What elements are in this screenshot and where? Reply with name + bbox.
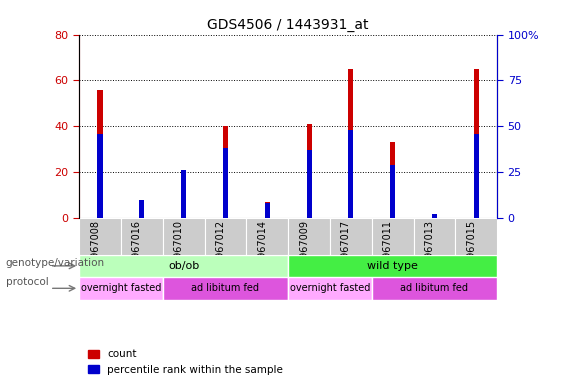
Bar	[330, 218, 372, 255]
Bar	[455, 218, 497, 255]
Bar	[432, 214, 437, 218]
Bar	[79, 277, 163, 300]
Bar	[288, 277, 372, 300]
Bar	[79, 218, 121, 255]
Bar	[390, 165, 395, 218]
Text: ad libitum fed: ad libitum fed	[401, 283, 468, 293]
Text: GSM967009: GSM967009	[299, 220, 309, 279]
Bar	[121, 218, 163, 255]
Bar	[246, 218, 288, 255]
Bar	[163, 218, 205, 255]
Bar	[265, 203, 270, 218]
Bar	[223, 126, 228, 218]
Bar	[414, 218, 455, 255]
Text: GSM967017: GSM967017	[341, 220, 351, 279]
Bar	[140, 204, 144, 218]
Title: GDS4506 / 1443931_at: GDS4506 / 1443931_at	[207, 18, 369, 32]
Bar	[79, 255, 288, 277]
Text: GSM967011: GSM967011	[383, 220, 393, 279]
Bar	[223, 148, 228, 218]
Bar	[372, 218, 414, 255]
Bar	[307, 124, 311, 218]
Text: GSM967008: GSM967008	[90, 220, 100, 279]
Text: protocol: protocol	[6, 277, 49, 287]
Bar	[390, 142, 395, 218]
Text: ad libitum fed: ad libitum fed	[192, 283, 259, 293]
Bar	[372, 277, 497, 300]
Bar	[205, 218, 246, 255]
Bar	[307, 150, 311, 218]
Bar	[349, 130, 353, 218]
Text: GSM967010: GSM967010	[173, 220, 184, 279]
Bar	[98, 134, 102, 218]
Bar	[474, 69, 479, 218]
Bar	[140, 200, 144, 218]
Text: overnight fasted: overnight fasted	[290, 283, 370, 293]
Legend: count, percentile rank within the sample: count, percentile rank within the sample	[84, 345, 287, 379]
Bar	[265, 202, 270, 218]
Bar	[288, 255, 497, 277]
Text: genotype/variation: genotype/variation	[6, 258, 105, 268]
Bar	[474, 134, 479, 218]
Bar	[432, 216, 437, 218]
Text: GSM967014: GSM967014	[257, 220, 267, 279]
Text: GSM967016: GSM967016	[132, 220, 142, 279]
Text: GSM967013: GSM967013	[424, 220, 434, 279]
Bar	[181, 170, 186, 218]
Text: wild type: wild type	[367, 261, 418, 271]
Bar	[288, 218, 330, 255]
Bar	[181, 170, 186, 218]
Text: ob/ob: ob/ob	[168, 261, 199, 271]
Bar	[163, 277, 288, 300]
Bar	[98, 89, 102, 218]
Text: overnight fasted: overnight fasted	[81, 283, 161, 293]
Bar	[349, 69, 353, 218]
Text: GSM967015: GSM967015	[466, 220, 476, 279]
Text: GSM967012: GSM967012	[215, 220, 225, 279]
